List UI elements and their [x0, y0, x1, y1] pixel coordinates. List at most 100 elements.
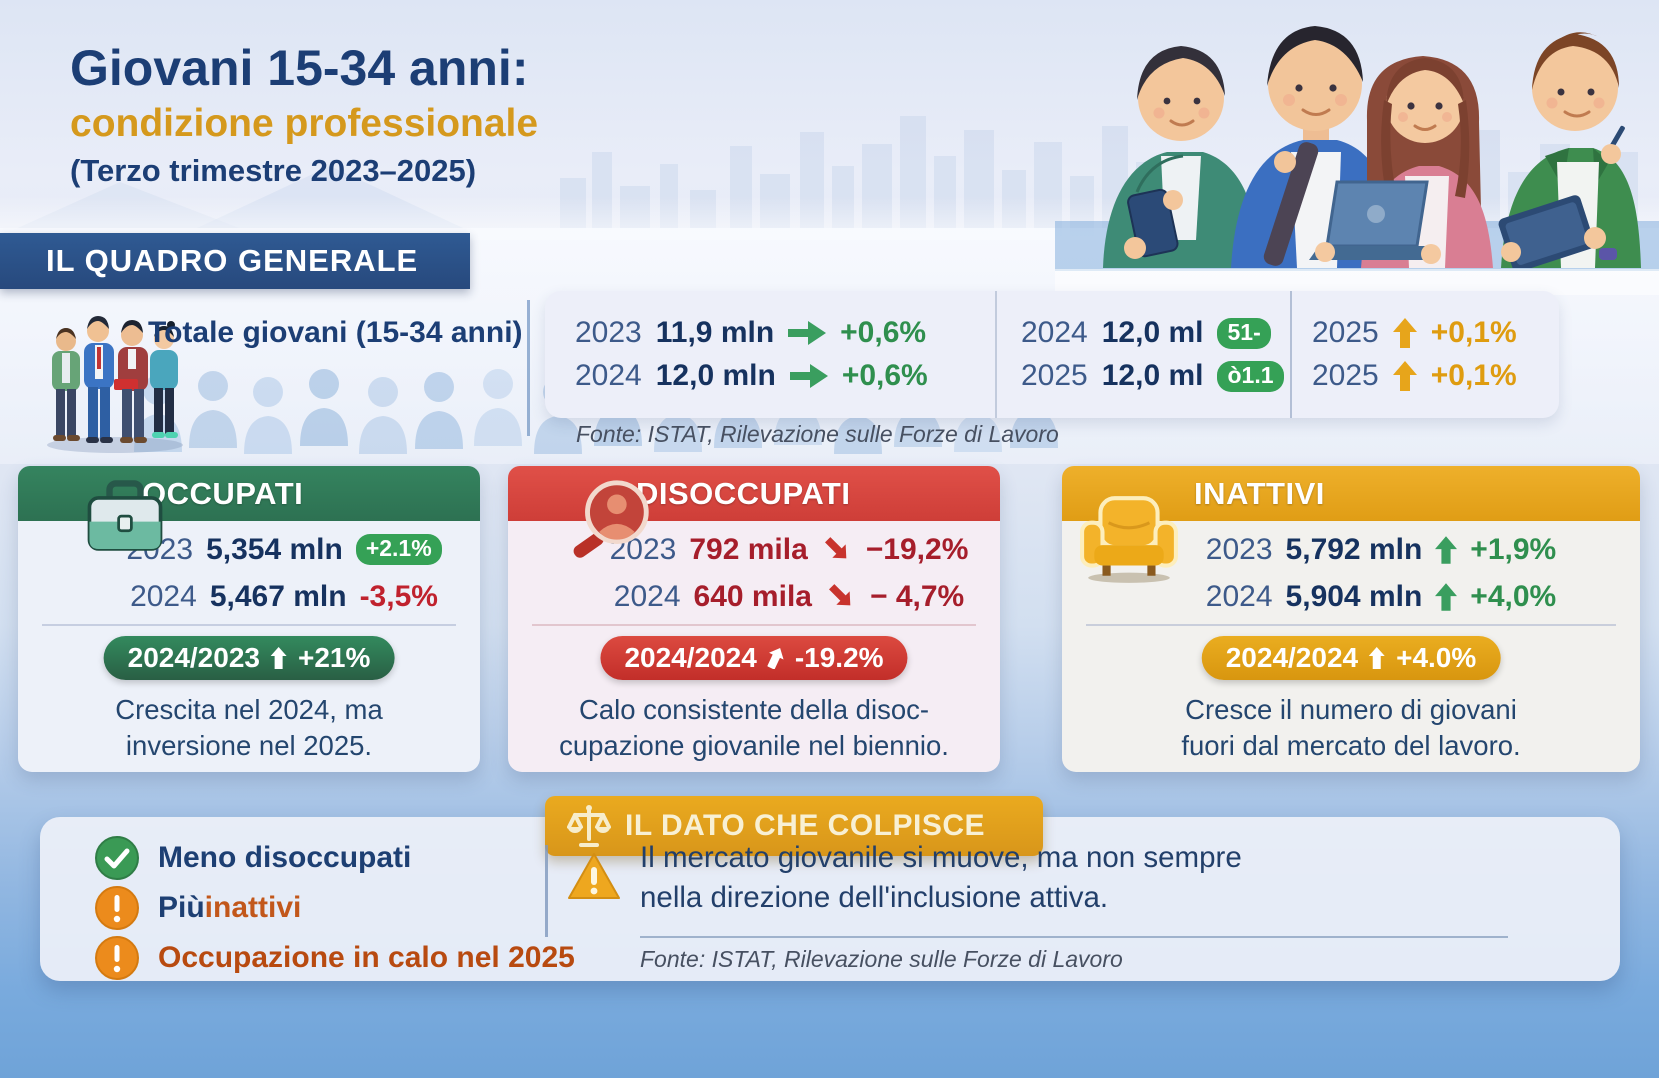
person-notebook-guy — [1498, 32, 1641, 268]
value-label: 5,792 mln — [1285, 532, 1423, 566]
note-line: fuori dal mercato del lavoro. — [1181, 730, 1521, 761]
group-of-youngsters-illustration — [47, 316, 183, 453]
down-right-arrow-icon — [828, 583, 851, 605]
person-laptop-woman — [1309, 56, 1493, 268]
section-band-dato-che-colpisce: IL DATO CHE COLPISCE — [545, 796, 1043, 856]
value-label: 5,467 mln — [209, 579, 347, 613]
check-circle-icon — [95, 836, 139, 880]
pill-delta: +4.0% — [1396, 642, 1477, 673]
total-young-label: Totale giovani (15-34 anni) — [148, 316, 523, 349]
bullet-highlight: inattivi — [204, 891, 302, 924]
warning-text-line1: Il mercato giovanile si muove, ma non se… — [640, 841, 1242, 874]
up-arrow-icon — [270, 647, 287, 669]
delta-label: +4,0% — [1470, 579, 1557, 613]
panel-divider — [42, 624, 456, 626]
year-label: 2025 — [1312, 316, 1379, 349]
pill-delta: +21% — [297, 642, 371, 673]
delta-label: +0,1% — [1430, 359, 1517, 392]
note-line: inversione nel 2025. — [125, 730, 373, 761]
group-figure-3 — [114, 320, 148, 443]
scale-icon — [567, 805, 611, 847]
panel-note: Cresce il numero di giovani fuori dal me… — [1062, 692, 1640, 764]
right-arrow-icon — [788, 321, 827, 345]
panel-rows: 2023 792 mila −19,2% 2024 640 mila − 4,7… — [508, 526, 1000, 620]
green-badge: +2.1% — [355, 534, 442, 565]
panel-occupati-header: OCCUPATI — [18, 466, 480, 521]
sky-white-band — [1055, 269, 1659, 295]
year-label: 2024 — [1205, 579, 1273, 613]
stats-column-3: 2025 +0,1% 2025 +0,1% — [1290, 291, 1555, 418]
delta-label: +0,6% — [840, 316, 927, 349]
exclamation-circle-icon — [95, 936, 139, 980]
group-figure-1 — [52, 328, 80, 441]
warning-triangle-icon — [568, 853, 620, 899]
page-subtitle: condizione professionale — [70, 102, 539, 145]
disoccupati-trend-pill: 2024/2024 -19.2% — [600, 636, 908, 680]
right-arrow-icon — [789, 364, 828, 388]
value-label: 12,0 mln — [655, 359, 776, 392]
panel-note: Crescita nel 2024, ma inversione nel 202… — [18, 692, 480, 764]
section-band-quadro-generale: IL QUADRO GENERALE — [0, 233, 470, 289]
panel-row: 2024 5,904 mln +4,0% — [1062, 573, 1640, 620]
delta-label: +0,1% — [1430, 316, 1517, 349]
panel-occupati: OCCUPATI 2023 5,354 mln +2.1% 2024 5,467… — [18, 466, 480, 772]
delta-label: -3,5% — [359, 579, 438, 613]
bullet-prefix: Più — [158, 891, 205, 924]
stats-row: 2025 +0,1% — [1312, 359, 1555, 393]
stats-row: 2025 12,0 ml ò1.1 — [1021, 359, 1290, 393]
occupati-trend-pill: 2024/2023 +21% — [103, 636, 395, 680]
pill-range: 2024/2023 — [127, 642, 260, 673]
pill-delta: -19.2% — [794, 642, 884, 673]
delta-label: +1,9% — [1470, 532, 1557, 566]
year-label: 2024 — [130, 579, 197, 613]
panel-inattivi: INATTIVI 2023 5,792 mln +1,9% 2024 5,904… — [1062, 466, 1640, 772]
vertical-divider — [527, 300, 530, 436]
up-arrow-icon — [1369, 647, 1386, 669]
up-arrow-icon — [1435, 535, 1458, 564]
panel-title: DISOCCUPATI — [636, 475, 851, 511]
panel-disoccupati: DISOCCUPATI 2023 792 mila −19,2% 2024 64… — [508, 466, 1000, 772]
year-label: 2024 — [613, 579, 681, 613]
group-figure-4 — [150, 321, 178, 438]
stats-column-2: 2024 12,0 ml 51- 2025 12,0 ml ò1.1 — [995, 291, 1290, 418]
panel-inattivi-header: INATTIVI — [1062, 466, 1640, 521]
stats-row: 2024 12,0 mln +0,6% — [575, 359, 995, 393]
note-line: Calo consistente della disoc- — [578, 694, 930, 725]
value-label: 5,354 mln — [206, 532, 343, 566]
panel-rows: 2023 5,792 mln +1,9% 2024 5,904 mln +4,0… — [1062, 526, 1640, 620]
inattivi-trend-pill: 2024/2024 +4.0% — [1201, 636, 1501, 680]
panel-divider — [532, 624, 976, 626]
panel-row: 2024 5,467 mln -3,5% — [18, 573, 480, 620]
panel-title: INATTIVI — [1194, 475, 1325, 511]
pill-range: 2024/2024 — [1225, 642, 1359, 673]
bullet-occupazione-in-calo: Occupazione in calo nel 2025 — [158, 941, 575, 974]
delta-label: − 4,7% — [869, 579, 965, 613]
panel-row: 2023 5,792 mln +1,9% — [1062, 526, 1640, 573]
note-line: Cresce il numero di giovani — [1185, 694, 1517, 725]
value-label: 12,0 ml — [1101, 316, 1204, 349]
person-phone-guy — [1103, 46, 1261, 268]
down-right-arrow-icon — [824, 536, 847, 558]
vertical-divider — [545, 845, 548, 937]
stats-row: 2024 12,0 ml 51- — [1021, 316, 1290, 350]
horizontal-divider — [640, 936, 1508, 938]
up-arrow-icon — [767, 648, 784, 669]
panel-title: OCCUPATI — [142, 475, 304, 511]
bullet-meno-disoccupati: Meno disoccupati — [158, 841, 412, 874]
year-label: 2023 — [575, 316, 642, 349]
value-label: 792 mila — [689, 532, 808, 566]
up-arrow-icon — [1392, 361, 1417, 391]
page-title: Giovani 15-34 anni: — [70, 40, 529, 96]
panel-row: 2024 640 mila − 4,7% — [508, 573, 1000, 620]
year-label: 2023 — [1205, 532, 1273, 566]
exclamation-circle-icon — [95, 886, 139, 930]
group-figure-2 — [84, 316, 114, 443]
delta-label: −19,2% — [865, 532, 969, 566]
delta-label: +0,6% — [841, 359, 928, 392]
value-label: 11,9 mln — [655, 316, 775, 349]
year-label: 2024 — [1021, 316, 1088, 349]
stats-column-1: 2023 11,9 mln +0,6% 2024 12,0 mln +0,6% — [545, 291, 995, 418]
up-arrow-icon — [1435, 582, 1458, 611]
briefcase-icon — [87, 480, 163, 551]
